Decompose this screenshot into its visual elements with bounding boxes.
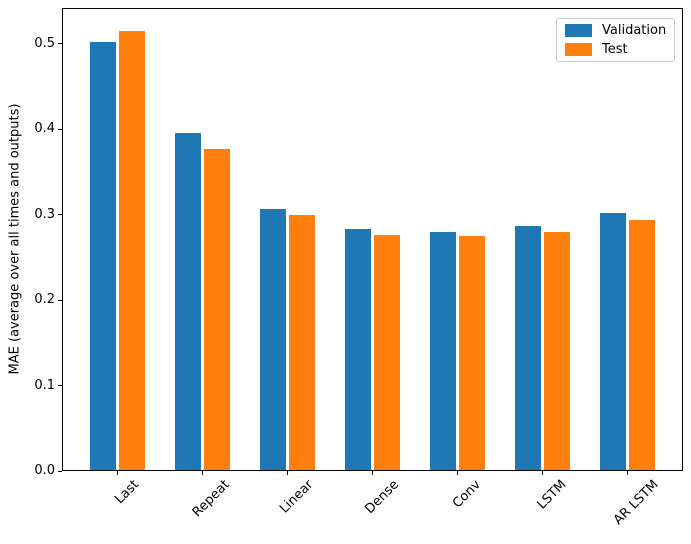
x-tick-mark (202, 471, 203, 475)
bar-validation-lstm (515, 226, 541, 471)
bar-validation-ar-lstm (600, 213, 626, 471)
bar-validation-repeat (175, 132, 201, 471)
x-tick-mark (372, 471, 373, 475)
bar-test-conv (459, 236, 485, 471)
legend-label-validation: Validation (602, 23, 667, 38)
bar-test-repeat (204, 148, 230, 471)
y-tick-mark (58, 128, 62, 130)
bar-test-linear (289, 215, 315, 471)
x-tick-mark (287, 471, 288, 475)
y-axis-label: MAE (average over all times and outputs) (7, 103, 23, 375)
x-tick-mark (116, 471, 118, 475)
bar-test-dense (374, 234, 400, 471)
x-tick-label-repeat: Repeat (189, 477, 233, 521)
x-tick-label-lstm: LSTM (533, 477, 570, 513)
y-tick-label: 0.3 (34, 206, 55, 222)
bar-test-last (119, 30, 145, 471)
legend-swatch-test (565, 43, 592, 56)
y-tick-label: 0.5 (34, 35, 55, 51)
y-tick-mark (58, 299, 62, 301)
y-tick-label: 0.1 (34, 377, 55, 393)
bar-validation-conv (430, 231, 456, 471)
legend-item-test: Test (565, 42, 666, 57)
bar-validation-dense (345, 229, 371, 471)
y-tick-mark (58, 214, 62, 216)
bar-test-ar-lstm (629, 219, 655, 471)
x-tick-label-ar-lstm: AR LSTM (611, 477, 662, 529)
y-tick-mark (58, 43, 62, 45)
legend-label-test: Test (602, 42, 628, 57)
y-tick-mark (58, 470, 62, 472)
x-tick-mark (457, 471, 458, 475)
bar-validation-last (90, 41, 116, 471)
y-tick-label: 0.4 (34, 121, 55, 137)
y-tick-label: 0.0 (34, 463, 55, 478)
y-tick-mark (58, 385, 62, 387)
plot-area (62, 8, 683, 471)
x-tick-mark (542, 471, 543, 475)
x-tick-label-linear: Linear (277, 477, 317, 517)
x-tick-label-conv: Conv (449, 477, 484, 512)
y-tick-label: 0.2 (34, 292, 55, 308)
x-tick-label-dense: Dense (361, 477, 402, 517)
x-tick-mark (627, 471, 629, 475)
legend: Validation Test (556, 18, 675, 62)
x-tick-label-last: Last (111, 477, 142, 508)
legend-item-validation: Validation (565, 23, 666, 38)
legend-swatch-validation (565, 24, 592, 37)
bar-validation-linear (260, 209, 286, 471)
bar-test-lstm (544, 231, 570, 471)
